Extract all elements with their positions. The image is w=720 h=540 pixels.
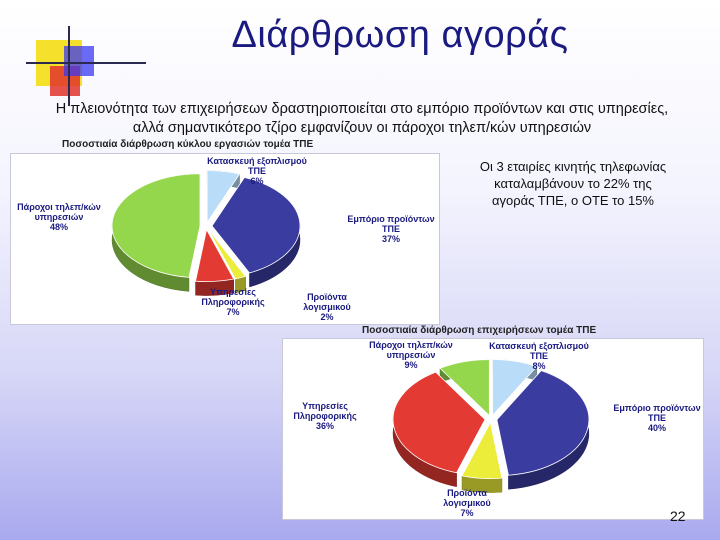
chart1-label-0: Κατασκευή εξοπλισμού ΤΠΕ 6% bbox=[207, 156, 307, 186]
chart1-slice-4 bbox=[111, 173, 201, 278]
subtitle-line-2: αλλά σημαντικότερο τζίρο εμφανίζουν οι π… bbox=[132, 120, 592, 136]
chart1-title: Ποσοστιαία διάρθρωση κύκλου εργασιών τομ… bbox=[62, 139, 314, 150]
slide-title: Διάρθρωση αγοράς bbox=[231, 14, 569, 56]
chart1-label-3: Υπηρεσίες Πληροφορικής 7% bbox=[201, 287, 265, 317]
chart2-label-1: Εμπόριο προϊόντων ΤΠΕ 40% bbox=[613, 403, 700, 433]
chart1-slice-0 bbox=[206, 170, 241, 224]
deco-horizontal-line bbox=[26, 62, 146, 64]
chart1-slice-1 bbox=[211, 177, 301, 274]
chart2-label-0: Κατασκευή εξοπλισμού ΤΠΕ 8% bbox=[489, 341, 589, 371]
chart2-label-4: Πάροχοι τηλεπ/κών υπηρεσιών 9% bbox=[369, 340, 453, 370]
chart2-slice-3 bbox=[392, 371, 486, 474]
chart2-label-3: Υπηρεσίες Πληροφορικής 36% bbox=[293, 401, 357, 431]
chart1-label-4: Πάροχοι τηλεπ/κών υπηρεσιών 48% bbox=[17, 202, 101, 232]
chart2-slice-2 bbox=[461, 421, 503, 479]
market-share-note: Οι 3 εταιρίες κινητής τηλεφωνίας καταλαμ… bbox=[479, 159, 667, 208]
chart1-label-1: Εμπόριο προϊόντων ΤΠΕ 37% bbox=[347, 214, 434, 244]
chart2-panel: Κατασκευή εξοπλισμού ΤΠΕ 8% Εμπόριο προϊόντ… bbox=[282, 338, 704, 520]
deco-vertical-line bbox=[68, 26, 70, 106]
chart2-pie: Κατασκευή εξοπλισμού ΤΠΕ 8% Εμπόριο προϊόντ… bbox=[293, 340, 700, 518]
chart2-slice-4 bbox=[439, 359, 490, 417]
chart2-slice-1 bbox=[496, 370, 590, 476]
chart2-title: Ποσοστιαία διάρθρωση επιχειρήσεων τομέα … bbox=[362, 325, 597, 336]
chart1-pie: Κατασκευή εξοπλισμού ΤΠΕ 6% Εμπόριο προϊόντ… bbox=[17, 156, 434, 322]
slide-subtitle: Η πλειονότητα των επιχειρήσεων δραστηριο… bbox=[12, 100, 712, 138]
chart2-slice-0 bbox=[492, 359, 538, 417]
chart1-panel: Κατασκευή εξοπλισμού ΤΠΕ 6% Εμπόριο προϊόντ… bbox=[10, 153, 440, 325]
chart1-slice-3 bbox=[195, 228, 235, 282]
chart1-slice-2 bbox=[207, 229, 247, 280]
subtitle-line-1: Η πλειονότητα των επιχειρήσεων δραστηριο… bbox=[55, 101, 669, 117]
chart1-label-2: Προϊόντα λογισμικού 2% bbox=[303, 292, 351, 322]
page-number: 22 bbox=[670, 508, 686, 524]
chart2-label-2: Προϊόντα λογισμικού 7% bbox=[443, 488, 491, 518]
